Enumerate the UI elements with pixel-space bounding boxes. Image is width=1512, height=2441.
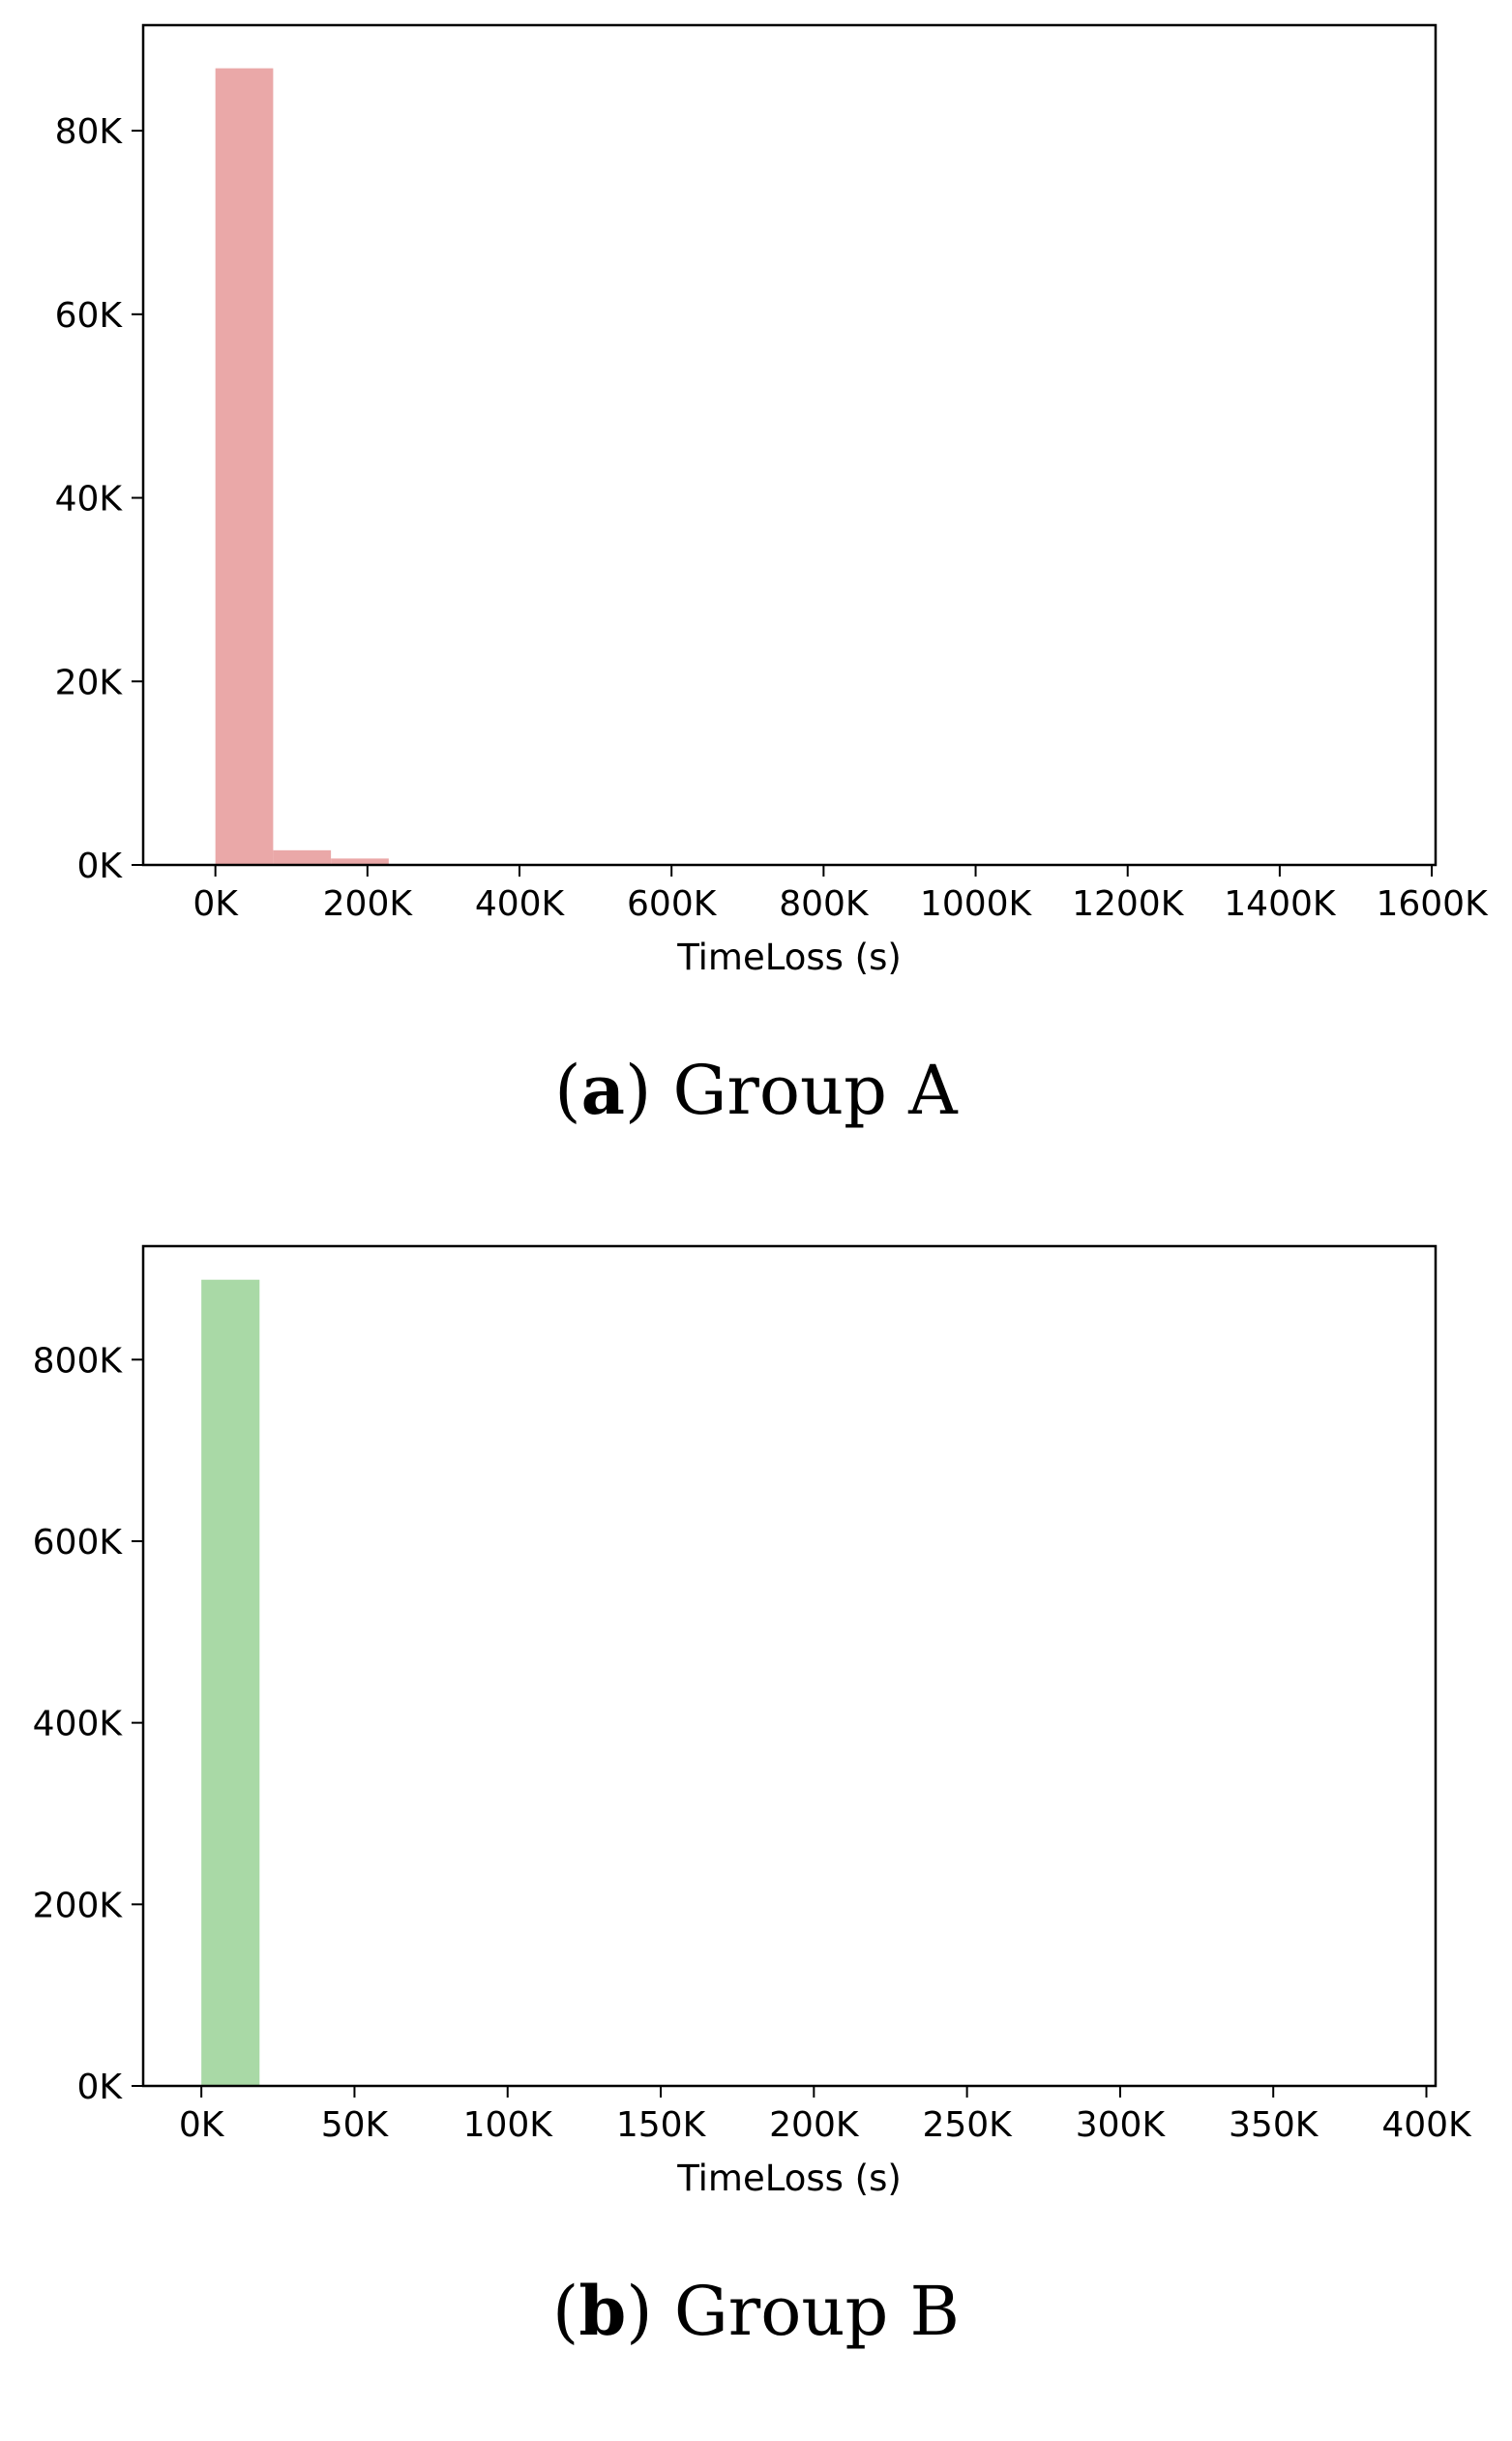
histogram-bar <box>273 849 332 865</box>
caption-group-a: (a) Group A <box>554 1050 958 1130</box>
x-tick-label: 200K <box>769 2105 860 2145</box>
y-tick-label: 60K <box>55 296 124 336</box>
y-tick-label: 0K <box>76 2068 123 2107</box>
x-tick-label: 800K <box>779 884 870 924</box>
x-axis-label: TimeLoss (s) <box>676 2158 902 2199</box>
x-tick-label: 300K <box>1076 2105 1167 2145</box>
x-tick-label: 350K <box>1229 2105 1319 2145</box>
figure-group-a: 0K 200K 400K 600K 800K 1000K 1200K 1400K 1600K 0K… <box>55 23 1489 1130</box>
plot-frame <box>141 23 1438 867</box>
histogram-bar <box>201 1279 260 2086</box>
y-tick-label: 200K <box>33 1886 124 1925</box>
plot-frame <box>141 1244 1438 2088</box>
x-tick-label: 1200K <box>1072 884 1185 924</box>
y-tick-label: 0K <box>76 847 123 886</box>
x-tick-label: 250K <box>922 2105 1013 2145</box>
x-tick-label: 400K <box>1381 2105 1472 2145</box>
x-tick-label: 100K <box>463 2105 554 2145</box>
x-tick-label: 0K <box>179 2105 225 2145</box>
x-tick-label: 1600K <box>1376 884 1489 924</box>
x-tick-label: 0K <box>193 884 239 924</box>
x-tick-label: 600K <box>627 884 718 924</box>
caption-label: b <box>578 2271 627 2351</box>
x-tick-label: 400K <box>475 884 566 924</box>
y-tick-label: 800K <box>33 1341 124 1381</box>
histogram-bar <box>331 858 389 865</box>
y-tick-label: 20K <box>55 663 124 702</box>
x-axis-label: TimeLoss (s) <box>676 937 902 978</box>
caption-text: Group A <box>672 1051 958 1130</box>
y-tick-label: 40K <box>55 480 124 520</box>
x-tick-label: 50K <box>321 2105 390 2145</box>
x-tick-label: 200K <box>323 884 414 924</box>
x-tick-label: 1000K <box>920 884 1033 924</box>
histogram-group-a: 0K 200K 400K 600K 800K 1000K 1200K 1400K 1600K 0K… <box>55 23 1489 978</box>
y-tick-label: 400K <box>33 1705 124 1744</box>
y-tick-label: 600K <box>33 1523 124 1563</box>
histogram-group-b: 0K 50K 100K 150K 200K 250K 300K 350K 400K 0K 200K 4… <box>33 1244 1472 2199</box>
caption-label: a <box>580 1050 625 1130</box>
x-tick-label: 150K <box>616 2105 707 2145</box>
caption-group-b: (b) Group B <box>552 2271 960 2351</box>
figure-group-b: 0K 50K 100K 150K 200K 250K 300K 350K 400K 0K 200K 4… <box>0 1221 1512 2441</box>
y-tick-label: 80K <box>55 112 124 152</box>
x-tick-label: 1400K <box>1224 884 1337 924</box>
caption-text: Group B <box>673 2272 960 2351</box>
histogram-bar <box>215 68 274 865</box>
